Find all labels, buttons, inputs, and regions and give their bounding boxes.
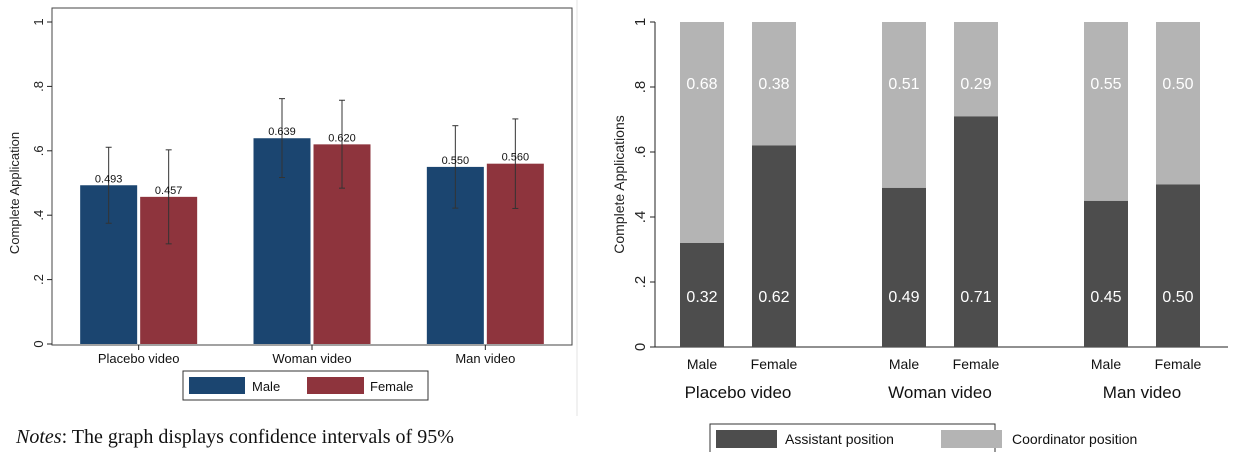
x-subcategory-label: Male	[1091, 356, 1122, 372]
bar-coordinator	[954, 22, 998, 117]
bar-coordinator	[882, 22, 926, 188]
x-tick-label: Woman video	[272, 351, 351, 366]
x-tick-label: Man video	[455, 351, 515, 366]
data-label-assistant: 0.32	[686, 289, 717, 306]
y-tick-label: .6	[31, 145, 46, 156]
data-label-assistant: 0.49	[888, 289, 919, 306]
x-subcategory-label: Female	[1155, 356, 1202, 372]
y-tick-label: .4	[31, 210, 46, 221]
bar-coordinator	[1156, 22, 1200, 185]
bar-assistant	[1084, 200, 1128, 347]
legend-swatch-female	[307, 377, 364, 394]
data-label: 0.493	[95, 173, 123, 185]
y-axis-label: Complete Application	[7, 132, 22, 254]
bar-assistant	[1156, 184, 1200, 347]
x-group-label: Man video	[1103, 383, 1181, 402]
data-label-coordinator: 0.68	[686, 76, 717, 93]
bar-coordinator	[752, 22, 796, 146]
x-subcategory-label: Female	[751, 356, 798, 372]
x-group-label: Placebo video	[685, 383, 792, 402]
data-label-coordinator: 0.51	[888, 76, 919, 93]
data-label: 0.550	[442, 155, 470, 167]
bar-coordinator	[680, 22, 724, 243]
legend-swatch-male	[189, 377, 245, 394]
y-tick-label: .6	[632, 146, 649, 159]
legend-label-assistant: Assistant position	[785, 431, 894, 447]
legend-label-male: Male	[252, 379, 280, 394]
bar-assistant	[954, 116, 998, 347]
y-tick-label: .4	[632, 211, 649, 224]
y-axis-label: Complete Applications	[611, 115, 627, 254]
bar-assistant	[752, 145, 796, 347]
legend: Male Female	[182, 370, 429, 401]
legend-swatch-assistant	[716, 430, 777, 448]
data-label-assistant: 0.45	[1090, 289, 1121, 306]
y-tick-label: .8	[31, 81, 46, 92]
x-tick-label: Placebo video	[98, 351, 180, 366]
bar-assistant	[882, 187, 926, 347]
data-label-coordinator: 0.50	[1162, 76, 1193, 93]
data-label-coordinator: 0.38	[758, 76, 789, 93]
data-label: 0.457	[155, 185, 183, 197]
data-label-coordinator: 0.55	[1090, 76, 1121, 93]
x-subcategory-label: Male	[687, 356, 718, 372]
y-tick-label: 0	[31, 340, 46, 347]
legend-label-coordinator: Coordinator position	[1012, 431, 1137, 447]
chart-notes: Notes: The graph displays confidence int…	[16, 426, 454, 449]
legend-label-female: Female	[370, 379, 413, 394]
data-label-assistant: 0.62	[758, 289, 789, 306]
data-label: 0.639	[268, 126, 296, 138]
x-group-label: Woman video	[888, 383, 992, 402]
bar-assistant	[680, 243, 724, 347]
y-tick-label: .2	[31, 274, 46, 285]
data-label: 0.560	[502, 152, 530, 164]
y-tick-label: .8	[632, 81, 649, 94]
notes-text: : The graph displays confidence interval…	[61, 426, 454, 448]
bar-coordinator	[1084, 22, 1128, 201]
notes-prefix: Notes	[16, 426, 62, 448]
legend: Assistant position Coordinator position	[709, 423, 1137, 452]
x-subcategory-label: Female	[953, 356, 1000, 372]
x-subcategory-label: Male	[889, 356, 920, 372]
y-tick-label: 0	[632, 343, 649, 351]
data-label-assistant: 0.71	[960, 289, 991, 306]
grouped-bar-chart: 0 .2 .4 .6 .8 1 Complete Application 0.493 0.457…	[7, 7, 573, 401]
stacked-bar-chart: 0 .2 .4 .6 .8 1 Complete Applications 0.32 0.68 M…	[611, 18, 1228, 452]
data-label-assistant: 0.50	[1162, 289, 1193, 306]
data-label: 0.620	[328, 132, 356, 144]
y-tick-label: .2	[632, 276, 649, 289]
data-label-coordinator: 0.29	[960, 76, 991, 93]
y-tick-label: 1	[632, 18, 649, 26]
y-tick-label: 1	[31, 18, 46, 25]
legend-swatch-coordinator	[941, 430, 1002, 448]
